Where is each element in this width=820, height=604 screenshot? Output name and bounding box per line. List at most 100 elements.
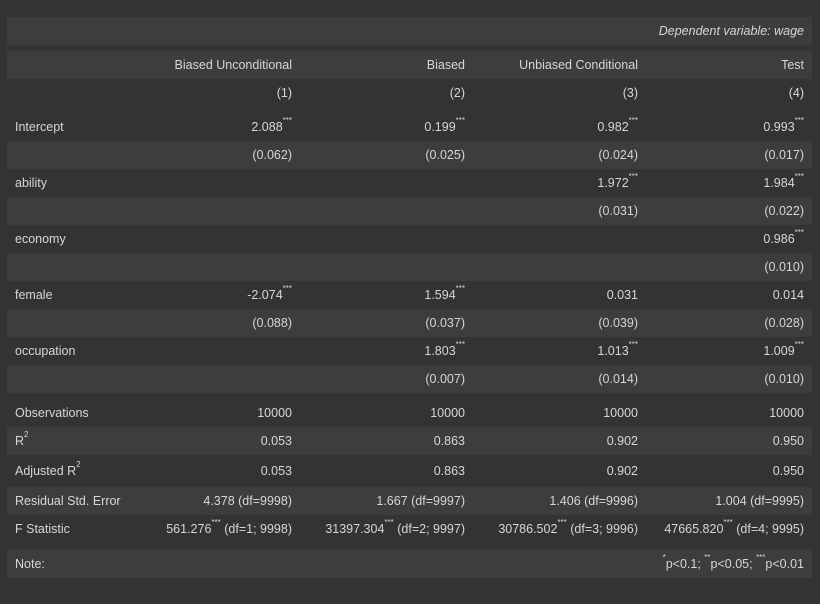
- stat-cell: 47665.820*** (df=4; 9995): [664, 518, 804, 537]
- se-cell: [130, 197, 300, 225]
- coef-cell: 1.594***: [424, 284, 465, 303]
- se-cell: [473, 253, 646, 281]
- se-cell: (0.010): [646, 253, 812, 281]
- stat-cell: 31397.304*** (df=2; 9997): [325, 518, 465, 537]
- row-label: occupation: [15, 344, 76, 358]
- stat-row-r2: R2 0.053 0.863 0.902 0.950: [7, 427, 812, 455]
- column-number: (1): [276, 86, 292, 100]
- coef-cell: 2.088***: [130, 107, 300, 141]
- se-cell: [300, 253, 473, 281]
- coef-cell: [130, 225, 300, 253]
- stat-row-residual-std-error: Residual Std. Error 4.378 (df=9998) 1.66…: [7, 487, 812, 515]
- regression-table-container: Dependent variable: wage Biased Uncondit…: [7, 17, 812, 578]
- se-cell: (0.017): [646, 141, 812, 169]
- coef-cell: [130, 337, 300, 365]
- coef-cell: 1.972***: [597, 172, 638, 191]
- se-row-intercept: (0.062) (0.025) (0.024) (0.017): [7, 141, 812, 169]
- coef-row-occupation: occupation 1.803*** 1.013*** 1.009***: [7, 337, 812, 365]
- column-header: Unbiased Conditional: [473, 51, 646, 79]
- se-cell: (0.025): [300, 141, 473, 169]
- column-number: (4): [788, 86, 804, 100]
- stat-row-observations: Observations 10000 10000 10000 10000: [7, 393, 812, 427]
- stat-cell: 0.863: [433, 464, 465, 478]
- coefficient-section: Intercept 2.088*** 0.199*** 0.982*** 0.9…: [7, 107, 812, 396]
- stat-cell: 1.004 (df=9995): [646, 487, 812, 515]
- column-header: Test: [646, 51, 812, 79]
- stat-cell: 10000: [646, 393, 812, 427]
- coef-cell: 0.014: [772, 288, 804, 302]
- se-row-economy: (0.010): [7, 253, 812, 281]
- se-cell: (0.039): [473, 309, 646, 337]
- coef-cell: [300, 169, 473, 197]
- row-label: R2: [7, 427, 130, 455]
- stat-cell: 0.863: [300, 427, 473, 455]
- regression-table: Dependent variable: wage Biased Uncondit…: [7, 17, 812, 578]
- se-cell: (0.022): [646, 197, 812, 225]
- coef-cell: 0.982***: [473, 107, 646, 141]
- coef-row-intercept: Intercept 2.088*** 0.199*** 0.982*** 0.9…: [7, 107, 812, 141]
- significance-note: *p<0.1; **p<0.05; ***p<0.01: [130, 543, 812, 578]
- stat-cell: 0.950: [772, 464, 804, 478]
- stat-cell: 0.053: [130, 427, 300, 455]
- column-header: Biased Unconditional: [130, 51, 300, 79]
- row-label: Residual Std. Error: [7, 487, 130, 515]
- column-number-row: (1) (2) (3) (4): [7, 79, 812, 110]
- dependent-variable-row: Dependent variable: wage: [7, 17, 812, 45]
- dependent-variable-label: Dependent variable: wage: [7, 17, 812, 45]
- se-cell: (0.014): [473, 365, 646, 396]
- coef-cell: 0.031: [606, 288, 638, 302]
- se-cell: [300, 197, 473, 225]
- stat-cell: 0.950: [646, 427, 812, 455]
- note-label: Note:: [7, 543, 130, 578]
- stat-row-f-statistic: F Statistic 561.276*** (df=1; 9998) 3139…: [7, 515, 812, 546]
- row-label: Observations: [7, 393, 130, 427]
- note-section: Note: *p<0.1; **p<0.05; ***p<0.01: [7, 543, 812, 578]
- coef-cell: [130, 169, 300, 197]
- se-cell: (0.024): [473, 141, 646, 169]
- se-cell: (0.028): [646, 309, 812, 337]
- stat-cell: 561.276*** (df=1; 9998): [166, 518, 292, 537]
- note-row: Note: *p<0.1; **p<0.05; ***p<0.01: [7, 543, 812, 578]
- stat-row-adjusted-r2: Adjusted R2 0.053 0.863 0.902 0.950: [7, 455, 812, 487]
- coef-cell: [300, 225, 473, 253]
- column-header-row: Biased Unconditional Biased Unbiased Con…: [7, 51, 812, 79]
- stat-cell: 30786.502*** (df=3; 9996): [498, 518, 638, 537]
- coef-cell: 0.993***: [646, 107, 812, 141]
- stat-cell: 10000: [473, 393, 646, 427]
- se-cell: (0.031): [473, 197, 646, 225]
- se-cell: (0.010): [646, 365, 812, 396]
- row-label: female: [15, 288, 53, 302]
- coef-cell: 1.013***: [597, 340, 638, 359]
- se-cell: (0.062): [130, 141, 300, 169]
- se-cell: [130, 365, 300, 396]
- se-cell: (0.037): [300, 309, 473, 337]
- se-row-ability: (0.031) (0.022): [7, 197, 812, 225]
- stat-cell: 4.378 (df=9998): [130, 487, 300, 515]
- stat-cell: 1.406 (df=9996): [473, 487, 646, 515]
- stat-cell: 10000: [130, 393, 300, 427]
- column-number: (2): [449, 86, 465, 100]
- column-header: Biased: [300, 51, 473, 79]
- stat-cell: 1.667 (df=9997): [300, 487, 473, 515]
- row-label: Intercept: [7, 107, 130, 141]
- se-row-occupation: (0.007) (0.014) (0.010): [7, 365, 812, 396]
- row-label: ability: [15, 176, 47, 190]
- coef-cell: 0.199***: [300, 107, 473, 141]
- stat-cell: 0.902: [473, 427, 646, 455]
- statistics-section: Observations 10000 10000 10000 10000 R2 …: [7, 393, 812, 546]
- se-cell: [130, 253, 300, 281]
- se-row-female: (0.088) (0.037) (0.039) (0.028): [7, 309, 812, 337]
- row-label: economy: [15, 232, 66, 246]
- coef-cell: -2.074***: [247, 284, 292, 303]
- stat-cell: 10000: [300, 393, 473, 427]
- stat-cell: 0.053: [260, 464, 292, 478]
- coef-cell: 1.984***: [763, 172, 804, 191]
- row-label: Adjusted R2: [15, 460, 81, 479]
- coef-cell: [473, 225, 646, 253]
- coef-row-economy: economy 0.986***: [7, 225, 812, 253]
- row-label: F Statistic: [15, 522, 70, 536]
- stat-cell: 0.902: [606, 464, 638, 478]
- coef-cell: 1.803***: [424, 340, 465, 359]
- coef-cell: 1.009***: [763, 340, 804, 359]
- column-number: (3): [622, 86, 638, 100]
